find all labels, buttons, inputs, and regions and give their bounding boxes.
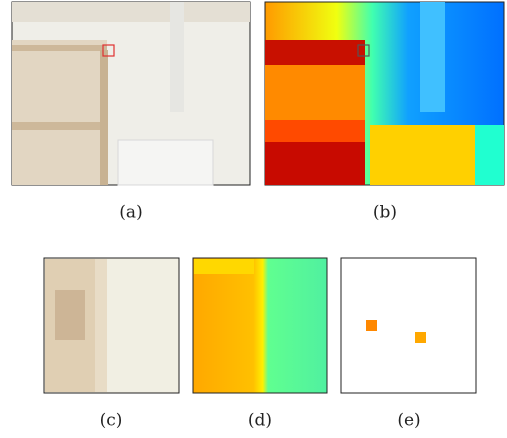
panel-e-image (341, 258, 476, 393)
figure: (a) (b) (c) (d) (e) (0, 0, 507, 438)
panel-a-image (12, 2, 250, 185)
panel-c-image (44, 258, 179, 393)
caption: (a) (119, 203, 142, 223)
panel-b-image (265, 2, 504, 185)
caption: (e) (397, 411, 420, 431)
caption: (d) (248, 411, 272, 431)
caption: (c) (100, 411, 123, 431)
caption: (b) (373, 203, 397, 223)
panel-d-image (193, 258, 327, 393)
